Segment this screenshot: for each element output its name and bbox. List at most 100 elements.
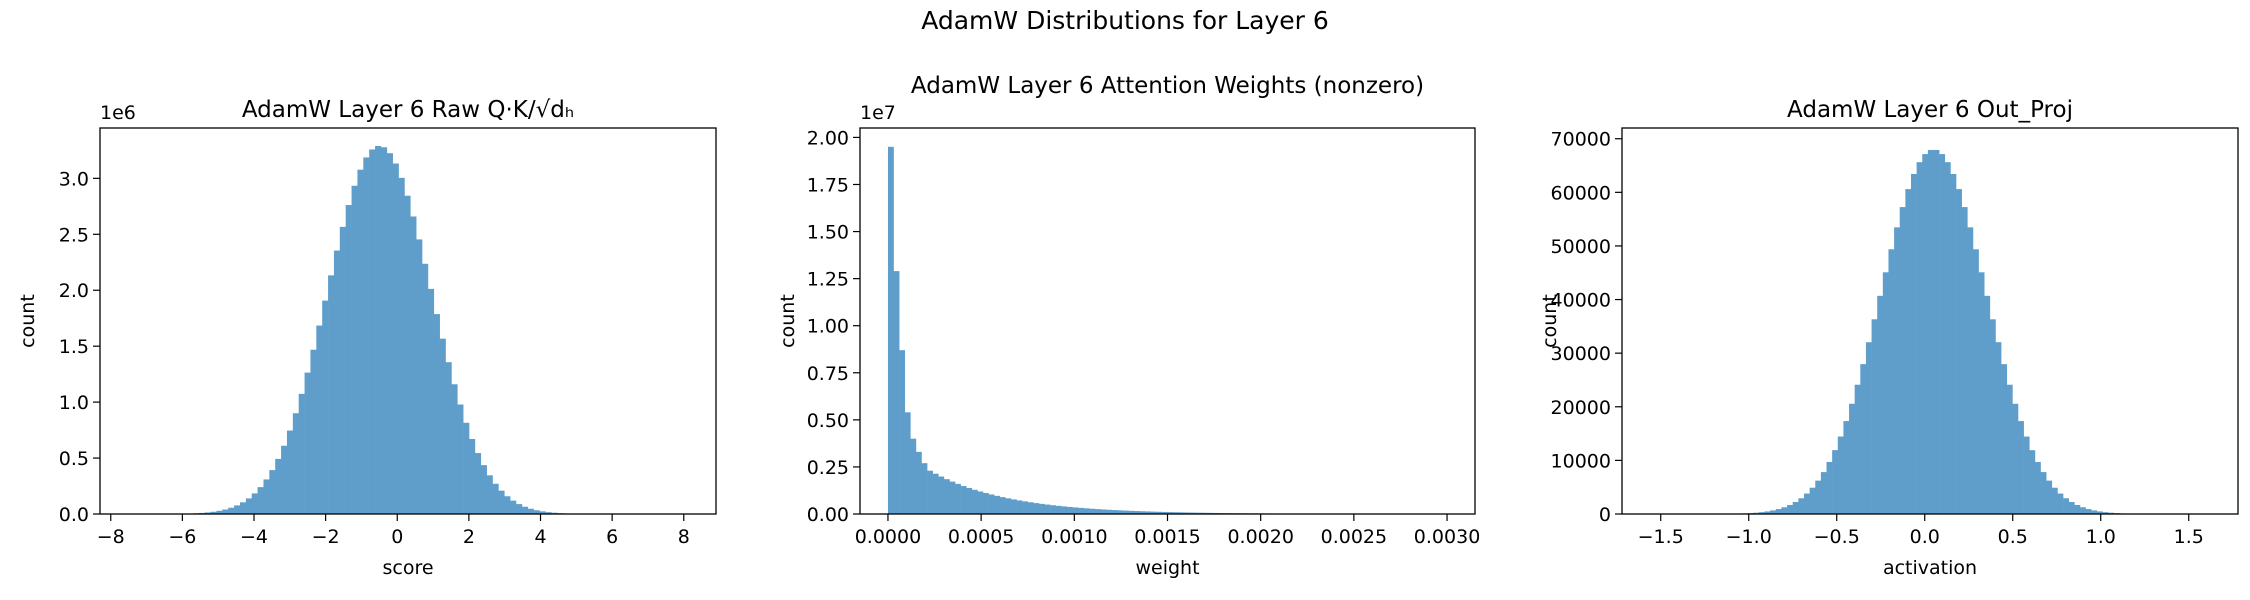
- histogram-bar: [1027, 502, 1034, 514]
- histogram-bar: [1803, 493, 1810, 514]
- histogram-bar: [2046, 480, 2053, 514]
- histogram-bar: [516, 504, 523, 514]
- histogram-bar: [1173, 512, 1179, 514]
- x-tick-label: −1.0: [1726, 526, 1772, 548]
- histogram-bar: [1984, 295, 1991, 514]
- histogram-bar: [298, 393, 305, 514]
- histogram-bar: [510, 500, 517, 514]
- histogram-bar: [239, 502, 247, 514]
- histogram-bar: [1989, 319, 1996, 514]
- histogram-bar: [1815, 480, 1822, 514]
- histogram-bar: [234, 505, 241, 514]
- histogram-bar: [1820, 472, 1827, 514]
- histogram-bar: [1787, 504, 1794, 514]
- histogram-bar: [357, 169, 364, 515]
- histogram-bar: [2068, 502, 2075, 514]
- histogram-bar: [539, 511, 546, 514]
- x-tick-label: −6: [168, 526, 196, 548]
- histogram-bar: [1995, 342, 2002, 514]
- histogram-bar: [1033, 503, 1040, 514]
- x-tick-label: 1.0: [2086, 526, 2116, 548]
- histogram-bar: [2018, 421, 2024, 514]
- y-tick-label: 60000: [1551, 182, 1611, 204]
- y-tick-label: 0.25: [807, 457, 849, 479]
- histogram-bar: [1922, 154, 1929, 514]
- histogram-bar: [2001, 364, 2008, 514]
- histogram-bar: [2085, 509, 2092, 514]
- histogram-bar: [1882, 272, 1889, 514]
- histogram-bar: [1871, 319, 1878, 514]
- histogram-bar: [1016, 500, 1023, 514]
- histogram-bar: [222, 509, 229, 514]
- histogram-bar: [281, 445, 288, 514]
- x-tick-label: 0.0010: [1041, 526, 1107, 548]
- histogram-bar: [910, 438, 917, 514]
- histogram-bar: [275, 458, 282, 514]
- histogram-bar: [451, 384, 458, 514]
- x-tick-label: 6: [606, 526, 618, 548]
- histogram-bars: [1708, 149, 2160, 515]
- x-tick-label: 1.5: [2174, 526, 2204, 548]
- y-tick-label: 0.75: [807, 363, 849, 385]
- histogram-bar: [527, 508, 534, 514]
- y-tick-label: 50000: [1551, 236, 1611, 258]
- histogram-bar: [1865, 342, 1872, 514]
- histogram-bar: [1072, 507, 1079, 514]
- histogram-bar: [1809, 487, 1816, 514]
- histogram-bar: [1178, 512, 1185, 514]
- histogram-bar: [533, 510, 540, 514]
- chart-title: AdamW Layer 6 Out_Proj: [1787, 97, 2073, 123]
- histogram-bar: [1089, 508, 1096, 514]
- x-tick-label: 0.0025: [1321, 526, 1387, 548]
- histogram-bar: [1933, 149, 1940, 514]
- y-tick-label: 1.5: [59, 336, 89, 358]
- histogram-bar: [988, 494, 995, 514]
- histogram-bar: [1950, 173, 1957, 514]
- histogram-bar: [983, 493, 989, 514]
- x-tick-label: 0.0030: [1414, 526, 1480, 548]
- histogram-bar: [1055, 505, 1062, 514]
- histogram-bar: [1100, 509, 1107, 514]
- histogram-bar: [245, 498, 253, 514]
- histogram-bar: [1877, 295, 1884, 514]
- y-tick-label: 20000: [1551, 397, 1611, 419]
- y-tick-label: 2.00: [807, 127, 849, 149]
- chart-title: AdamW Layer 6 Raw Q·K/√dₕ: [242, 97, 574, 123]
- histogram-bar: [1775, 509, 1782, 514]
- histogram-bar: [1066, 506, 1073, 514]
- histogram-bar: [1139, 511, 1146, 514]
- x-tick-label: −2: [312, 526, 340, 548]
- histogram-bar: [339, 226, 346, 514]
- histogram-bar: [486, 475, 493, 514]
- x-tick-label: −8: [97, 526, 125, 548]
- histogram-bar: [977, 491, 984, 514]
- histogram-bar: [1145, 511, 1152, 514]
- histogram-bar: [457, 404, 464, 514]
- y-tick-label: 1.25: [807, 269, 849, 291]
- histogram-bar: [286, 430, 294, 514]
- histogram-bar: [410, 216, 417, 514]
- y-tick-label: 70000: [1551, 129, 1611, 151]
- y-axis-label: count: [777, 294, 799, 348]
- y-tick-label: 2.5: [59, 224, 89, 246]
- histogram-bar: [257, 487, 264, 514]
- chart-title: AdamW Layer 6 Attention Weights (nonzero…: [911, 73, 1424, 99]
- histogram-bars: [887, 146, 1448, 514]
- histogram-bar: [1083, 508, 1090, 514]
- histogram-bar: [463, 422, 470, 514]
- histogram-bar: [269, 470, 276, 514]
- x-tick-label: −4: [240, 526, 268, 548]
- y-tick-label: 1.0: [59, 392, 89, 414]
- histogram-bar: [1849, 403, 1855, 514]
- histogram-bar: [1184, 512, 1191, 514]
- histogram-bar: [445, 362, 452, 514]
- histogram-bar: [1781, 507, 1788, 514]
- histogram-bar: [1961, 207, 1968, 514]
- histogram-bar: [1927, 149, 1934, 514]
- histogram-bar: [1078, 507, 1084, 514]
- histogram-bar: [1156, 511, 1163, 514]
- histogram-bar: [521, 506, 529, 514]
